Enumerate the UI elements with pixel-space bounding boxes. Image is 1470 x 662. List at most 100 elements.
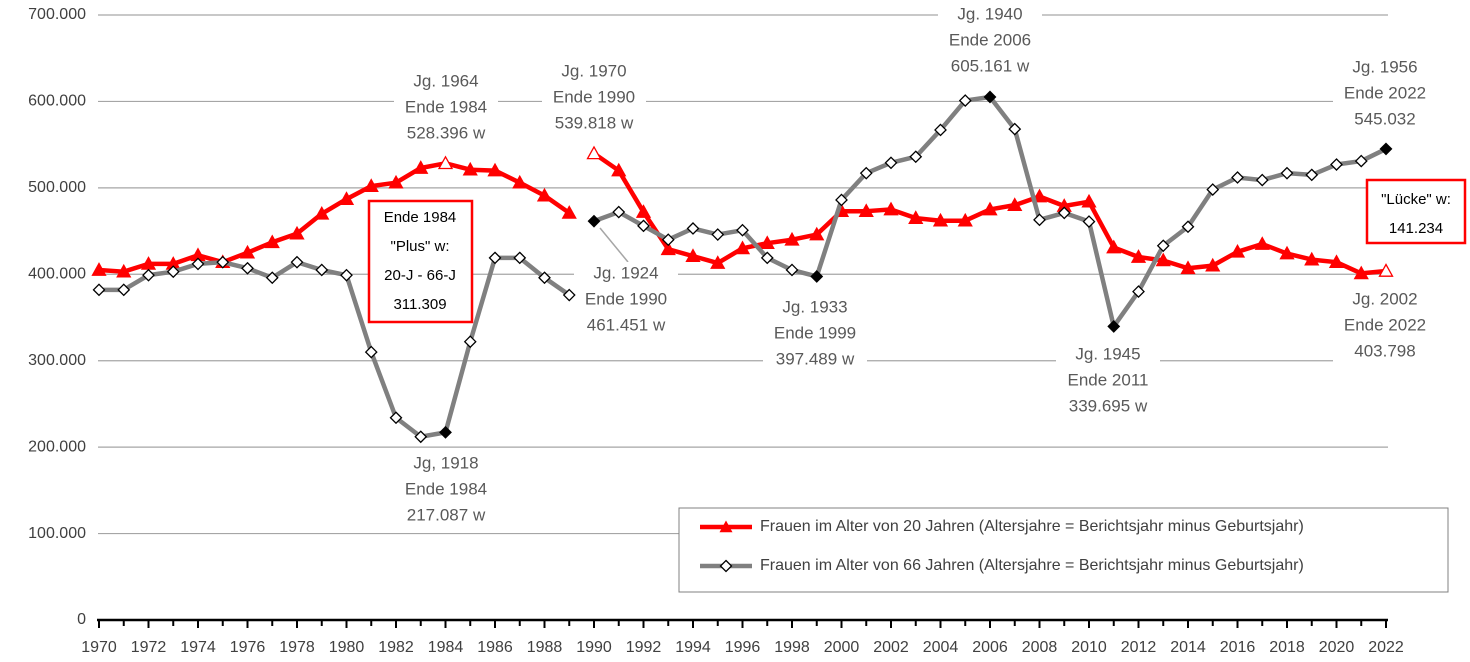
point (1328, 254, 1345, 269)
point (1255, 173, 1269, 187)
annotation-text: Ende 2022 (1344, 83, 1426, 102)
point (290, 255, 304, 269)
x-tick-label: 1980 (329, 639, 365, 656)
annotation-bg (1333, 56, 1437, 80)
point (958, 94, 972, 107)
annotation: Jg. 1956 Ende 2022 545.032 (1333, 56, 1437, 132)
point (1206, 183, 1220, 197)
point (1033, 213, 1046, 227)
annotation: Jg. 1924 Ende 1990 461.451 w (574, 262, 678, 338)
legend-frame (678, 507, 1449, 593)
x-tick-label: 2000 (824, 639, 860, 656)
point (265, 271, 279, 285)
legend: Frauen im Alter von 20 Jahren (Altersjah… (678, 507, 1449, 593)
x-tick-label: 1998 (774, 639, 810, 656)
legend-label: Frauen im Alter von 66 Jahren (Altersjah… (760, 557, 1304, 574)
annotation-text: Ende 1990 (585, 289, 667, 308)
annotation-text: Jg, 1918 (413, 453, 478, 472)
point (1378, 263, 1394, 277)
y-tick-label: 500.000 (28, 179, 86, 196)
point (216, 255, 230, 269)
point (1231, 171, 1244, 184)
x-tick-label: 2020 (1319, 639, 1355, 656)
annotation-text: Ende 2006 (949, 30, 1031, 49)
point (810, 270, 824, 283)
point (1106, 239, 1122, 254)
point (536, 187, 553, 202)
point (809, 226, 825, 241)
annotation-bg (938, 55, 1042, 79)
point (982, 201, 998, 216)
point (635, 204, 652, 218)
point (561, 205, 577, 219)
annotation-bg (394, 96, 498, 120)
annotation-bg (1333, 108, 1437, 132)
x-tick-label: 2012 (1121, 639, 1157, 656)
annotation-bg (542, 86, 646, 110)
point (1081, 193, 1097, 208)
annotation-text: Ende 1999 (774, 323, 856, 342)
point (191, 257, 205, 271)
annotation-text: 141.234 (1389, 220, 1443, 237)
point (1280, 166, 1294, 180)
point (734, 240, 751, 255)
point (1305, 168, 1319, 182)
point (660, 241, 676, 256)
legend-marker (719, 559, 733, 573)
point (142, 268, 155, 282)
x-tick-label: 1978 (279, 639, 315, 656)
annotation-bg (1056, 343, 1160, 367)
point (1354, 154, 1368, 168)
annotation-bg (394, 478, 498, 502)
point (784, 231, 800, 246)
point (637, 219, 650, 233)
point (562, 288, 576, 302)
point (883, 201, 899, 216)
annotation-bg (1333, 82, 1437, 106)
annotation-bg (574, 262, 678, 286)
y-tick-label: 600.000 (28, 93, 86, 110)
point (1304, 251, 1320, 266)
annotation-bg (763, 322, 867, 346)
annotation-text: Ende 1984 (405, 97, 487, 116)
callout-frame (367, 199, 474, 324)
point (586, 145, 602, 160)
x-tick-label: 2004 (923, 639, 959, 656)
x-tick-label: 1972 (131, 639, 167, 656)
annotation: Jg. 1970 Ende 1990 539.818 w (542, 60, 646, 136)
point (92, 283, 106, 297)
point (1156, 239, 1170, 253)
point (1379, 142, 1393, 156)
annotation-bg (1333, 288, 1437, 312)
point (983, 90, 997, 104)
point (488, 251, 502, 265)
point (859, 166, 873, 180)
point (439, 425, 452, 439)
x-tick-label: 1976 (230, 639, 266, 656)
x-tick-label: 2014 (1170, 639, 1206, 656)
x-tick-label: 2010 (1071, 639, 1107, 656)
y-tick-label: 200.000 (28, 438, 86, 455)
point (1254, 236, 1270, 250)
annotation-text: 528.396 w (407, 123, 486, 142)
callout-box: Ende 1984 "Plus" w: 20-J - 66-J 311.309 (367, 199, 474, 324)
point (661, 233, 675, 247)
annotation-bg (1333, 340, 1437, 364)
annotation-text: Jg. 1970 (561, 61, 626, 80)
legend-marker (719, 520, 733, 533)
point (512, 174, 528, 189)
x-tick-label: 2016 (1220, 639, 1256, 656)
point (884, 156, 898, 170)
x-tick-label: 1984 (428, 639, 464, 656)
annotation-bg (763, 348, 867, 372)
x-tick-label: 1988 (527, 639, 563, 656)
point (1180, 260, 1196, 275)
point (389, 411, 403, 425)
annotation-text: 339.695 w (1069, 396, 1148, 415)
annotation-text: Ende 2011 (1068, 370, 1149, 389)
point (1007, 197, 1023, 211)
annotation-bg (394, 504, 498, 528)
annotation-bg (574, 314, 678, 338)
point (437, 155, 454, 170)
x-tick-label: 2008 (1022, 639, 1058, 656)
